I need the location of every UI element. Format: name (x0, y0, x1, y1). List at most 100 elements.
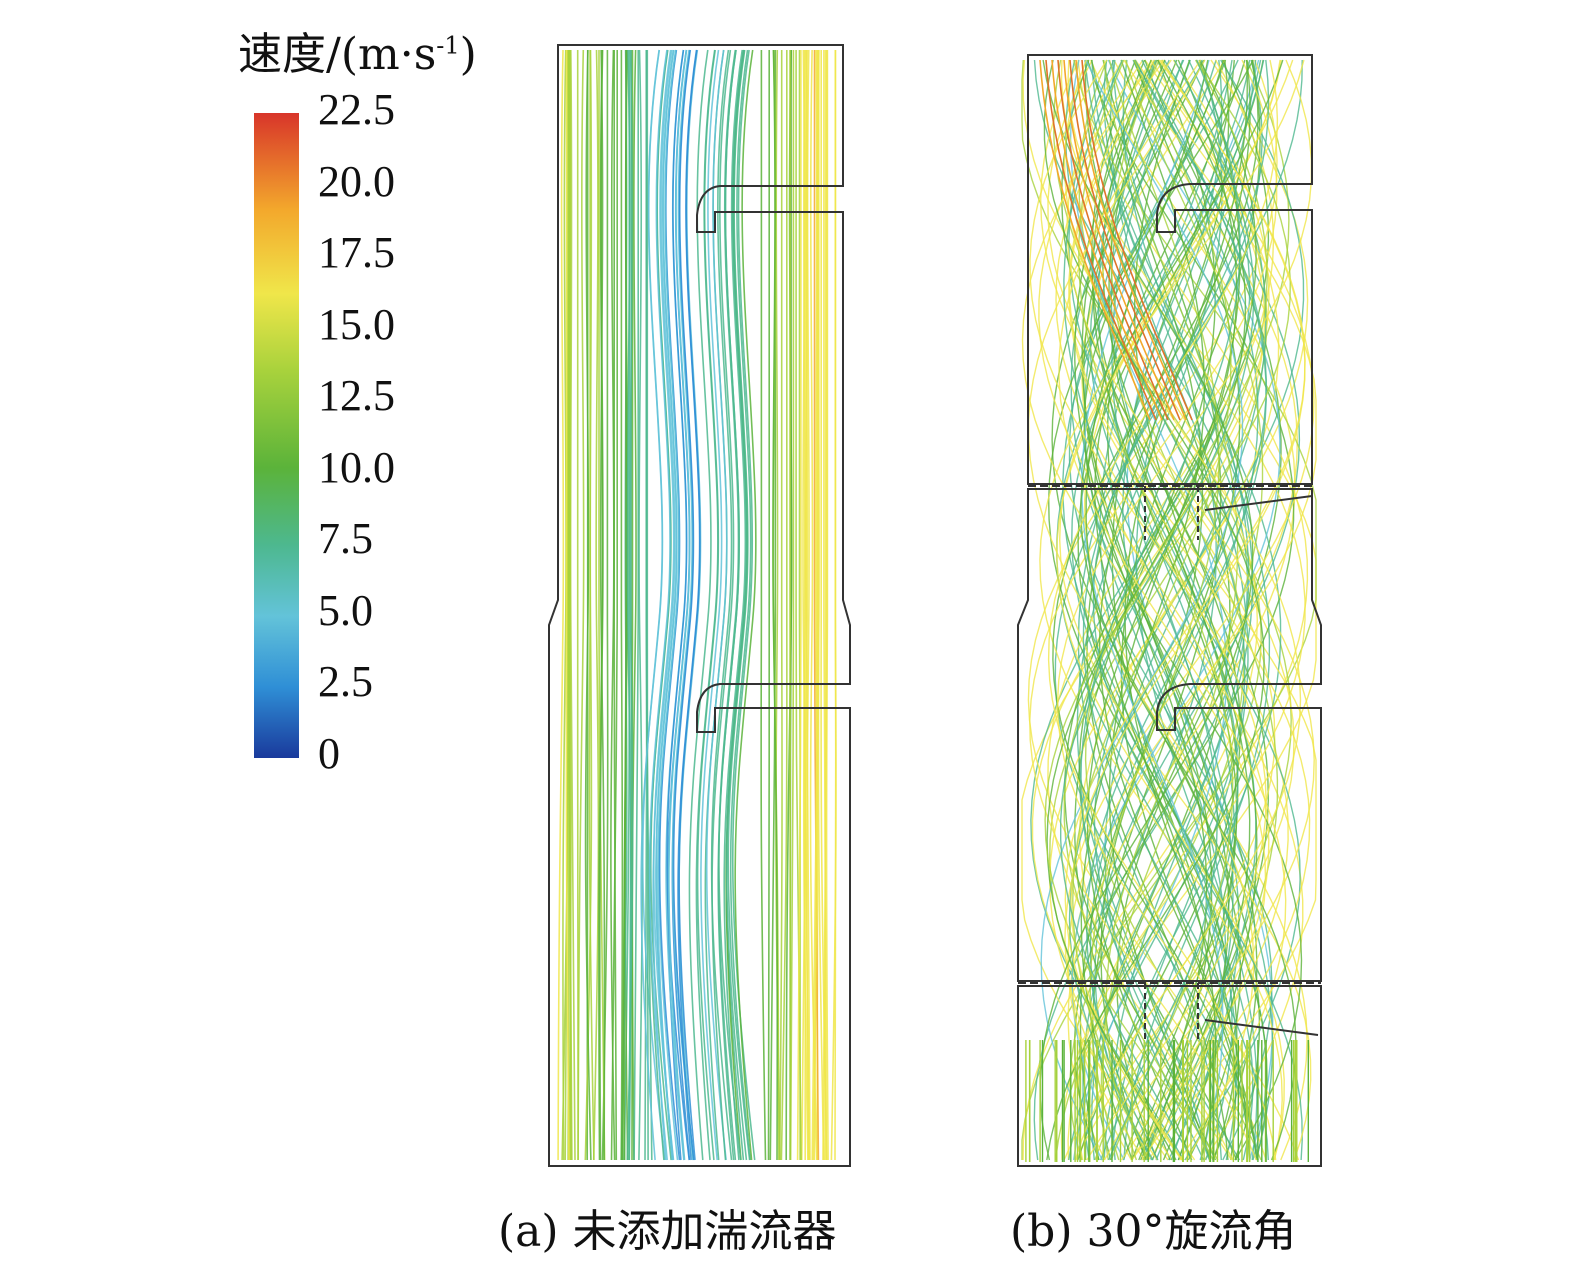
streamline-a (592, 49, 600, 1161)
streamline-a (656, 49, 680, 1161)
streamline-a (789, 49, 795, 1161)
legend-title-main: 速度/(m·s (238, 29, 437, 80)
colorbar-tick-label: 2.5 (318, 657, 373, 706)
legend-title-exponent: -1 (436, 31, 460, 60)
streamline-b (1098, 59, 1251, 1161)
streamline-a (796, 49, 802, 1161)
streamline-a (727, 49, 751, 1161)
streamline-a (811, 49, 819, 1161)
streamline-b (1056, 59, 1313, 1161)
streamline-a (584, 49, 592, 1161)
streamline-b (1077, 59, 1268, 1161)
streamline-a (584, 49, 593, 1161)
streamline-b (1046, 59, 1247, 1161)
streamline-a (565, 49, 570, 1161)
streamline-b (1068, 59, 1311, 1161)
streamline-b-fast (1075, 59, 1187, 421)
streamline-a (795, 49, 802, 1161)
streamline-b (1039, 59, 1254, 1161)
streamline-a (601, 49, 609, 1161)
streamline-a (557, 49, 565, 1161)
streamline-a (652, 49, 676, 1161)
streamline-b (1082, 59, 1217, 1161)
streamline-b-fast (1045, 59, 1157, 421)
streamline-a (633, 49, 640, 1161)
streamline-b-fast (1051, 59, 1163, 421)
streamline-a (729, 49, 752, 1161)
streamline-b (1063, 59, 1219, 1161)
streamline-b (1086, 59, 1230, 1161)
streamline-b (1060, 59, 1241, 1161)
streamline-a (825, 49, 829, 1161)
colorbar-tick-label: 12.5 (318, 371, 395, 420)
streamline-b (1029, 59, 1267, 1161)
streamline-b (1058, 59, 1312, 1161)
streamline-b (1063, 59, 1268, 1161)
colorbar-tick-label: 17.5 (318, 228, 395, 277)
streamline-a (700, 49, 723, 1161)
streamline-a (568, 49, 572, 1161)
streamline-b (1080, 59, 1241, 1161)
streamline-a (705, 49, 728, 1161)
streamline-a (599, 49, 606, 1161)
panel-b-outline (1017, 54, 1322, 1167)
colorbar (254, 113, 299, 758)
streamline-a (671, 49, 695, 1161)
streamline-a (695, 49, 719, 1161)
panel-a-outline (548, 44, 851, 1167)
streamline-b (1089, 59, 1259, 1161)
colorbar-tick-label: 15.0 (318, 299, 395, 349)
streamline-a (562, 49, 567, 1161)
streamline-b (1105, 59, 1264, 1161)
streamline-a (667, 49, 691, 1161)
streamline-a (767, 50, 771, 1161)
streamline-a (620, 49, 624, 1161)
streamline-b (1082, 59, 1270, 1161)
streamline-b (1081, 59, 1224, 1161)
colorbar-tick-label: 20.0 (318, 156, 395, 206)
streamline-b (1109, 59, 1249, 1161)
streamline-b (1040, 59, 1244, 1161)
streamline-b (1058, 59, 1287, 1161)
streamline-b (1044, 59, 1292, 1161)
streamline-b (1064, 59, 1257, 1161)
streamline-b (1091, 59, 1238, 1161)
streamline-a (822, 49, 828, 1161)
streamline-a (711, 49, 735, 1161)
streamline-b (1047, 59, 1295, 1161)
streamline-a (577, 49, 585, 1161)
streamline-a (610, 49, 616, 1161)
streamline-a (598, 49, 606, 1161)
streamline-b (1068, 59, 1268, 1161)
caption-b: (b) 30°旋流角 (1010, 1206, 1297, 1257)
streamline-a (598, 49, 604, 1161)
streamline-a (779, 49, 783, 1161)
streamline-b (1071, 59, 1281, 1161)
streamline-b (1092, 59, 1303, 1161)
streamline-a (640, 49, 664, 1161)
streamline-b (1083, 59, 1308, 1161)
streamline-b (1063, 59, 1302, 1161)
streamline-a (820, 49, 828, 1161)
streamline-a (648, 49, 671, 1161)
streamline-b-fast (1039, 59, 1151, 421)
colorbar-tick-label: 0 (318, 728, 340, 778)
streamline-a (688, 49, 712, 1161)
streamline-b (1072, 59, 1232, 1161)
colorbar-tick-label: 7.5 (318, 514, 373, 563)
streamline-a (772, 49, 779, 1161)
streamline-b (1043, 59, 1265, 1161)
streamline-b (1103, 59, 1282, 1161)
streamline-a (830, 49, 837, 1161)
streamline-b (1029, 59, 1278, 1161)
streamline-a (817, 49, 825, 1161)
streamline-b (1134, 59, 1258, 1161)
panel-a-streamlines (557, 49, 837, 1161)
streamline-b-fast (1057, 59, 1169, 421)
streamline-a (646, 49, 649, 1161)
streamline-b (1060, 59, 1255, 1161)
streamline-a (731, 49, 756, 1161)
streamline-b (1089, 59, 1220, 1161)
streamline-b-fast (1069, 59, 1181, 421)
